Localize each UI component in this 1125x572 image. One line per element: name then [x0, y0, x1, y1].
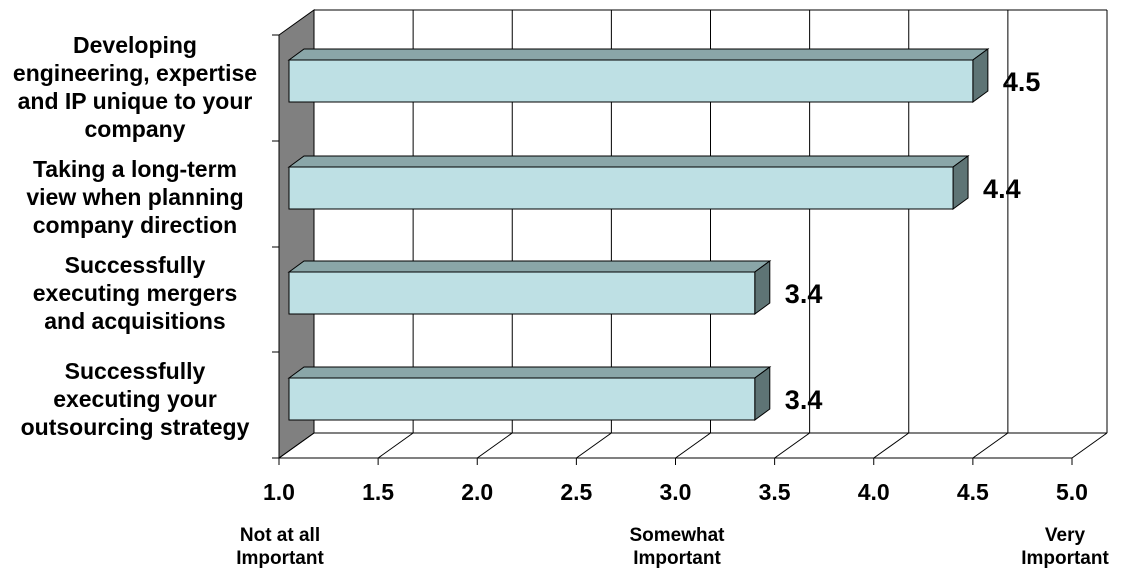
data-label: 3.4	[785, 279, 823, 309]
scale-anchor-line: Important	[633, 548, 721, 569]
category-label-line: company direction	[32, 212, 238, 238]
x-tick-label: 2.5	[560, 479, 592, 505]
category-label-line: and acquisitions	[44, 308, 226, 334]
bar	[288, 59, 974, 103]
scale-anchor-line: Important	[1021, 548, 1109, 569]
x-tick-label: 3.5	[759, 479, 791, 505]
data-label: 3.4	[785, 385, 823, 415]
x-tick-label: 4.0	[858, 479, 890, 505]
bar	[288, 377, 756, 421]
data-label: 4.5	[1003, 67, 1041, 97]
floor-grid-diagonal	[675, 432, 711, 459]
bar-top-face	[287, 366, 772, 379]
scale-anchor-line: Very	[1044, 525, 1086, 546]
category-label-line: outsourcing strategy	[20, 414, 250, 440]
category-label: Successfully executing mergers and acquisi…	[0, 251, 270, 335]
category-label-line: view when planning	[26, 184, 244, 210]
scale-anchor-line: Important	[236, 548, 324, 569]
category-label: Successfully executing your outsourcing st…	[0, 357, 270, 441]
bar	[288, 271, 756, 315]
scale-anchor-line: Somewhat	[629, 525, 725, 546]
bar-top-face	[287, 260, 772, 273]
category-label-line: engineering, expertise	[12, 60, 258, 86]
category-label-line: Taking a long-term	[32, 156, 238, 182]
scale-anchor-label: Very Important	[1005, 524, 1125, 570]
category-label-line: Developing	[73, 32, 197, 58]
category-label-line: executing mergers	[32, 280, 238, 306]
category-label-line: executing your	[53, 386, 217, 412]
bar	[288, 166, 954, 210]
category-label: Developing engineering, expertise and IP u…	[0, 31, 270, 143]
x-tick-label: 4.5	[957, 479, 989, 505]
category-label-line: and IP unique to your	[17, 88, 253, 114]
floor-grid-diagonal	[278, 432, 315, 459]
x-tick-label: 3.0	[660, 479, 692, 505]
category-label-line: company	[84, 116, 186, 142]
category-label: Taking a long-term view when planning comp…	[0, 155, 270, 239]
bar-top-face	[287, 155, 970, 168]
scale-anchor-label: Not at all Important	[200, 524, 360, 570]
bar-top-face	[287, 48, 990, 61]
category-label-line: Successfully	[64, 358, 206, 384]
floor-grid-diagonal	[476, 432, 513, 459]
floor-grid-diagonal	[1071, 432, 1108, 459]
category-label-line: Successfully	[64, 252, 206, 278]
x-tick-label: 2.0	[461, 479, 493, 505]
x-tick-label: 1.0	[263, 479, 295, 505]
floor-grid-diagonal	[972, 432, 1009, 459]
floor-grid-diagonal	[377, 432, 414, 459]
x-tick-label: 5.0	[1056, 479, 1088, 505]
scale-anchor-line: Not at all	[239, 525, 321, 546]
floor-grid-diagonal	[873, 432, 910, 459]
floor-grid-diagonal	[576, 432, 612, 459]
floor-grid-diagonal	[774, 432, 810, 459]
data-label: 4.4	[983, 174, 1021, 204]
x-tick-label: 1.5	[362, 479, 394, 505]
scale-anchor-label: Somewhat Important	[587, 524, 767, 570]
